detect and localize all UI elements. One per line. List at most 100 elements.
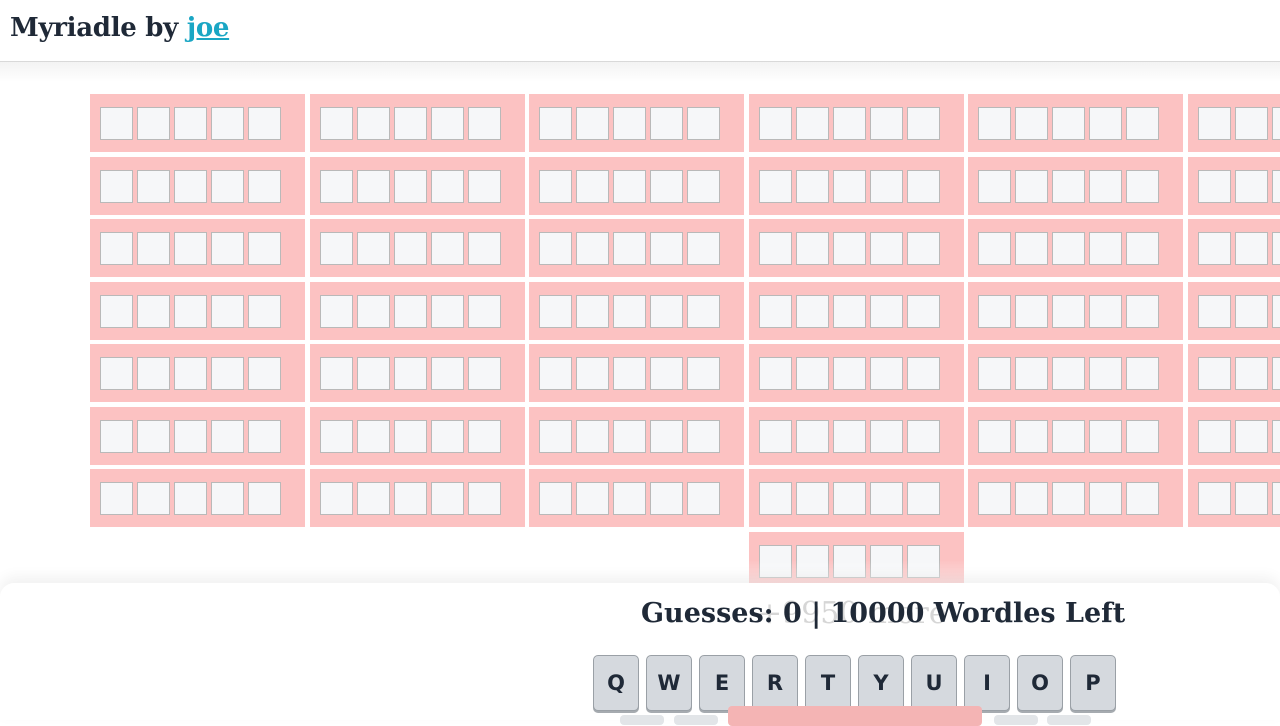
wordle-board bbox=[529, 407, 744, 465]
letter-cell bbox=[759, 231, 792, 265]
letter-cell bbox=[1015, 356, 1048, 390]
wordle-board bbox=[90, 157, 305, 215]
partially-visible-button[interactable] bbox=[728, 706, 982, 726]
wordle-board bbox=[529, 94, 744, 152]
letter-cell bbox=[1235, 356, 1268, 390]
partially-visible-key[interactable] bbox=[620, 715, 664, 725]
letter-cell bbox=[211, 294, 244, 328]
letter-cell bbox=[1015, 481, 1048, 515]
letter-cell bbox=[870, 356, 903, 390]
key-i[interactable]: I bbox=[964, 655, 1010, 711]
letter-cell bbox=[320, 356, 353, 390]
letter-cell bbox=[1235, 419, 1268, 453]
letter-cell bbox=[1198, 169, 1231, 203]
key-o[interactable]: O bbox=[1017, 655, 1063, 711]
letter-cell bbox=[1015, 231, 1048, 265]
wordle-board bbox=[90, 344, 305, 402]
key-p[interactable]: P bbox=[1070, 655, 1116, 711]
key-r[interactable]: R bbox=[752, 655, 798, 711]
letter-cell bbox=[1015, 294, 1048, 328]
letter-cell bbox=[1015, 169, 1048, 203]
key-t[interactable]: T bbox=[805, 655, 851, 711]
letter-cell bbox=[431, 481, 464, 515]
key-q[interactable]: Q bbox=[593, 655, 639, 711]
partially-visible-key[interactable] bbox=[994, 715, 1038, 725]
wordle-board bbox=[749, 94, 964, 152]
letter-cell bbox=[174, 106, 207, 140]
letter-cell bbox=[870, 169, 903, 203]
letter-cell bbox=[320, 294, 353, 328]
letter-cell bbox=[833, 294, 866, 328]
partially-visible-key[interactable] bbox=[674, 715, 718, 725]
letter-cell bbox=[650, 169, 683, 203]
letter-cell bbox=[100, 356, 133, 390]
letter-cell bbox=[907, 356, 940, 390]
letter-cell bbox=[1235, 231, 1268, 265]
letter-cell bbox=[320, 231, 353, 265]
letter-cell bbox=[394, 481, 427, 515]
wordle-board bbox=[968, 469, 1183, 527]
wordle-board bbox=[1188, 157, 1280, 215]
letter-cell bbox=[796, 481, 829, 515]
wordle-board bbox=[1188, 469, 1280, 527]
letter-cell bbox=[211, 356, 244, 390]
letter-cell bbox=[137, 169, 170, 203]
letter-cell bbox=[870, 481, 903, 515]
letter-cell bbox=[759, 356, 792, 390]
letter-cell bbox=[211, 419, 244, 453]
letter-cell bbox=[870, 419, 903, 453]
letter-cell bbox=[539, 231, 572, 265]
letter-cell bbox=[248, 481, 281, 515]
wordle-board bbox=[529, 219, 744, 277]
wordle-board bbox=[968, 157, 1183, 215]
letter-cell bbox=[1198, 481, 1231, 515]
letter-cell bbox=[650, 419, 683, 453]
header-shadow bbox=[0, 62, 1280, 82]
letter-cell bbox=[907, 169, 940, 203]
letter-cell bbox=[1052, 169, 1085, 203]
wordle-board bbox=[310, 469, 525, 527]
letter-cell bbox=[1235, 294, 1268, 328]
letter-cell bbox=[1089, 481, 1122, 515]
letter-cell bbox=[211, 106, 244, 140]
letter-cell bbox=[211, 231, 244, 265]
letter-cell bbox=[1198, 231, 1231, 265]
key-e[interactable]: E bbox=[699, 655, 745, 711]
key-u[interactable]: U bbox=[911, 655, 957, 711]
letter-cell bbox=[613, 106, 646, 140]
letter-cell bbox=[320, 481, 353, 515]
letter-cell bbox=[1235, 169, 1268, 203]
key-y[interactable]: Y bbox=[858, 655, 904, 711]
letter-cell bbox=[907, 294, 940, 328]
author-link[interactable]: joe bbox=[186, 13, 230, 43]
letter-cell bbox=[431, 231, 464, 265]
letter-cell bbox=[907, 481, 940, 515]
letter-cell bbox=[100, 419, 133, 453]
letter-cell bbox=[1126, 481, 1159, 515]
partially-visible-key[interactable] bbox=[1047, 715, 1091, 725]
letter-cell bbox=[100, 231, 133, 265]
letter-cell bbox=[539, 356, 572, 390]
more-boards-count: +9950 more bbox=[757, 596, 947, 631]
letter-cell bbox=[1052, 356, 1085, 390]
letter-cell bbox=[687, 231, 720, 265]
letter-cell bbox=[394, 106, 427, 140]
letter-cell bbox=[137, 106, 170, 140]
letter-cell bbox=[796, 106, 829, 140]
letter-cell bbox=[357, 169, 390, 203]
letter-cell bbox=[357, 481, 390, 515]
letter-cell bbox=[576, 169, 609, 203]
letter-cell bbox=[833, 419, 866, 453]
letter-cell bbox=[650, 231, 683, 265]
letter-cell bbox=[1052, 106, 1085, 140]
wordle-board bbox=[310, 94, 525, 152]
letter-cell bbox=[174, 294, 207, 328]
letter-cell bbox=[907, 231, 940, 265]
letter-cell bbox=[870, 106, 903, 140]
letter-cell bbox=[174, 419, 207, 453]
wordle-board bbox=[310, 282, 525, 340]
key-w[interactable]: W bbox=[646, 655, 692, 711]
letter-cell bbox=[468, 106, 501, 140]
letter-cell bbox=[687, 294, 720, 328]
